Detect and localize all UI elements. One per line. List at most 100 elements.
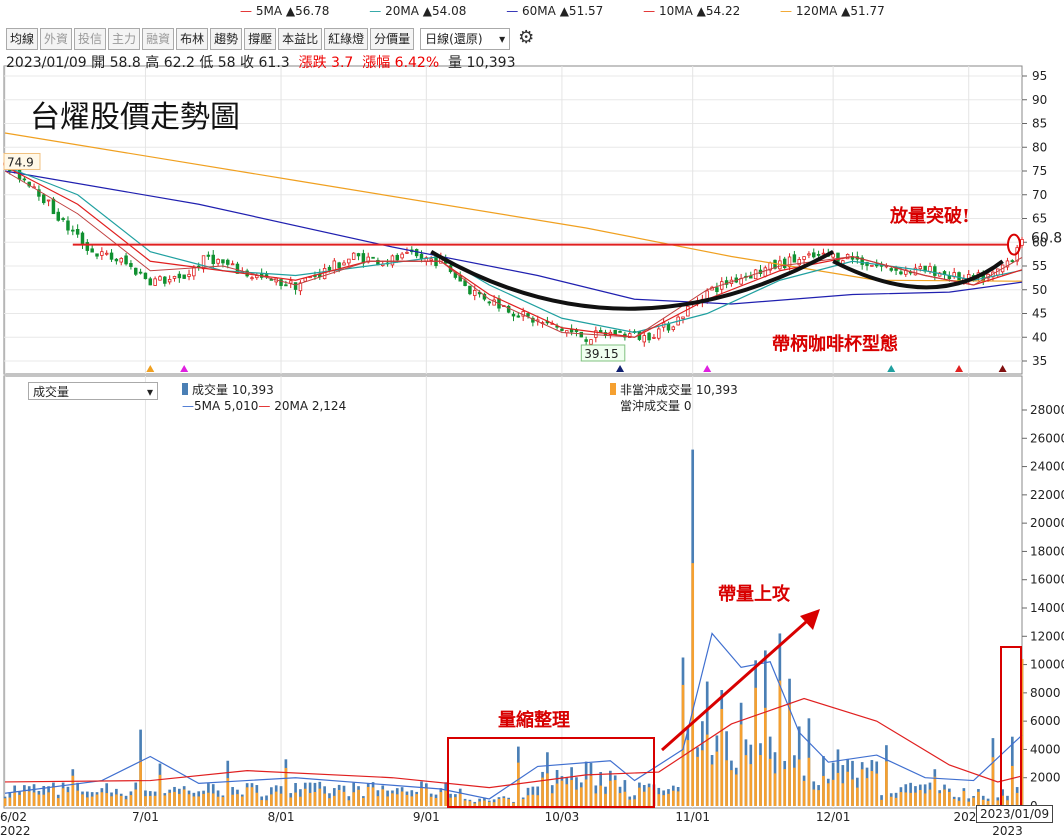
non-daytrade-bar (681, 684, 685, 806)
toolbar-button-10[interactable]: 分價量 (370, 28, 415, 50)
volume-tick-label: 16000 (1030, 573, 1064, 587)
non-daytrade-bar (279, 793, 283, 806)
non-daytrade-bar (817, 790, 820, 806)
legend-ma5: — 5MA ▲56.78 (240, 4, 330, 18)
non-daytrade-bar (429, 796, 433, 806)
candle-body (889, 268, 893, 271)
legend-daytrade: 當沖成交量 0 (620, 399, 692, 413)
candle-body (235, 263, 240, 274)
overlay-shapes: 74.9 39.15 60.8 (3, 152, 1062, 808)
non-daytrade-bar (66, 792, 70, 806)
candle-body (216, 258, 220, 264)
candle-body (37, 189, 41, 197)
candle-body (80, 232, 85, 245)
candle-body (153, 278, 157, 286)
candle-body (390, 255, 395, 266)
moving-average-lines (4, 132, 1023, 338)
non-daytrade-bar (71, 775, 75, 806)
non-daytrade-bar (705, 734, 709, 806)
gear-icon[interactable]: ⚙ (518, 27, 535, 48)
consolidation-box (447, 737, 655, 808)
candle-body (657, 328, 661, 339)
non-daytrade-bar (502, 798, 506, 806)
candle-body (560, 328, 564, 331)
candle-body (763, 267, 768, 277)
candle-body (46, 199, 51, 202)
non-daytrade-bar (483, 800, 486, 806)
non-daytrade-bar (691, 563, 695, 806)
signal-marker (146, 365, 155, 372)
period-select[interactable]: 日線(還原) ▾ (420, 28, 511, 50)
non-daytrade-bar (90, 796, 94, 806)
non-daytrade-bar (734, 774, 738, 806)
chart-title: 台燿股價走勢圖 (30, 100, 240, 135)
toolbar-button-6[interactable]: 趨勢 (210, 28, 243, 50)
candle-body (226, 259, 230, 265)
volume-select-label: 成交量 (33, 385, 70, 399)
toolbar-button-4[interactable]: 融資 (142, 28, 175, 50)
non-daytrade-bar (357, 789, 360, 806)
ma120-line (4, 132, 1023, 282)
non-daytrade-bar (158, 774, 162, 806)
cursor-date-label: 2023/01/09 (976, 805, 1054, 823)
candle-body (342, 262, 346, 266)
legend-vol-ma5: 5MA 5,010 (194, 399, 259, 413)
candle-body (22, 178, 27, 181)
legend-ma60: — 60MA ▲51.57 (506, 4, 604, 18)
non-daytrade-bar (967, 801, 971, 806)
non-daytrade-bar (739, 724, 743, 806)
toolbar-button-8[interactable]: 本益比 (278, 28, 323, 50)
non-daytrade-bar (885, 761, 888, 806)
volume-indicator-select[interactable]: 成交量 ▾ (28, 382, 158, 400)
toolbar-button-9[interactable]: 紅綠燈 (324, 28, 369, 50)
non-daytrade-bar (1015, 792, 1019, 806)
candle-body (109, 252, 114, 260)
x-tick-label: 11/01 (675, 810, 710, 824)
daytrade-legend: 非當沖成交量 10,393 當沖成交量 0 (610, 382, 738, 414)
candle-body (487, 301, 492, 304)
non-daytrade-bar (47, 792, 50, 806)
toolbar-button-0[interactable]: 均線 (6, 28, 39, 50)
non-daytrade-bar (342, 791, 346, 806)
non-daytrade-bar (676, 791, 680, 806)
non-daytrade-bar (420, 787, 423, 806)
non-daytrade-bar (391, 793, 394, 806)
non-daytrade-bar (555, 783, 559, 806)
price-tick-label: 55 (1032, 259, 1047, 273)
candle-body (787, 256, 792, 268)
volume-tick-label: 22000 (1030, 488, 1064, 502)
toolbar-button-7[interactable]: 撐壓 (244, 28, 277, 50)
non-daytrade-bar (197, 796, 201, 806)
candle-body (119, 258, 123, 263)
non-daytrade-bar (618, 793, 622, 806)
signal-marker (955, 365, 964, 372)
non-daytrade-bar (536, 795, 540, 806)
high-label: 高 (145, 55, 160, 71)
toolbar-button-5[interactable]: 布林 (176, 28, 209, 50)
candle-body (187, 273, 191, 277)
toolbar-button-3[interactable]: 主力 (108, 28, 141, 50)
toolbar-button-2[interactable]: 投信 (74, 28, 107, 50)
candle-body (870, 264, 874, 267)
volume-ma5-line (4, 632, 1023, 800)
pct-value: 6.42% (394, 55, 440, 71)
non-daytrade-bar (662, 795, 665, 806)
candle-body (894, 268, 898, 271)
candle-body (782, 258, 787, 269)
volume-tick-label: 6000 (1030, 714, 1061, 728)
toolbar-button-1[interactable]: 外資 (40, 28, 73, 50)
non-daytrade-bar (487, 801, 491, 806)
candle-body (327, 266, 332, 271)
non-daytrade-bar (521, 799, 525, 806)
non-daytrade-bar (294, 792, 297, 806)
price-tick-label: 40 (1032, 330, 1047, 344)
non-daytrade-bar (415, 794, 418, 806)
non-daytrade-bar (599, 785, 603, 806)
candle-body (579, 331, 584, 338)
change-value: 3.7 (331, 55, 354, 71)
non-daytrade-bar (236, 794, 239, 806)
non-daytrade-bar (560, 780, 564, 806)
non-daytrade-bar (178, 793, 181, 806)
price-tick-label: 85 (1032, 117, 1047, 131)
